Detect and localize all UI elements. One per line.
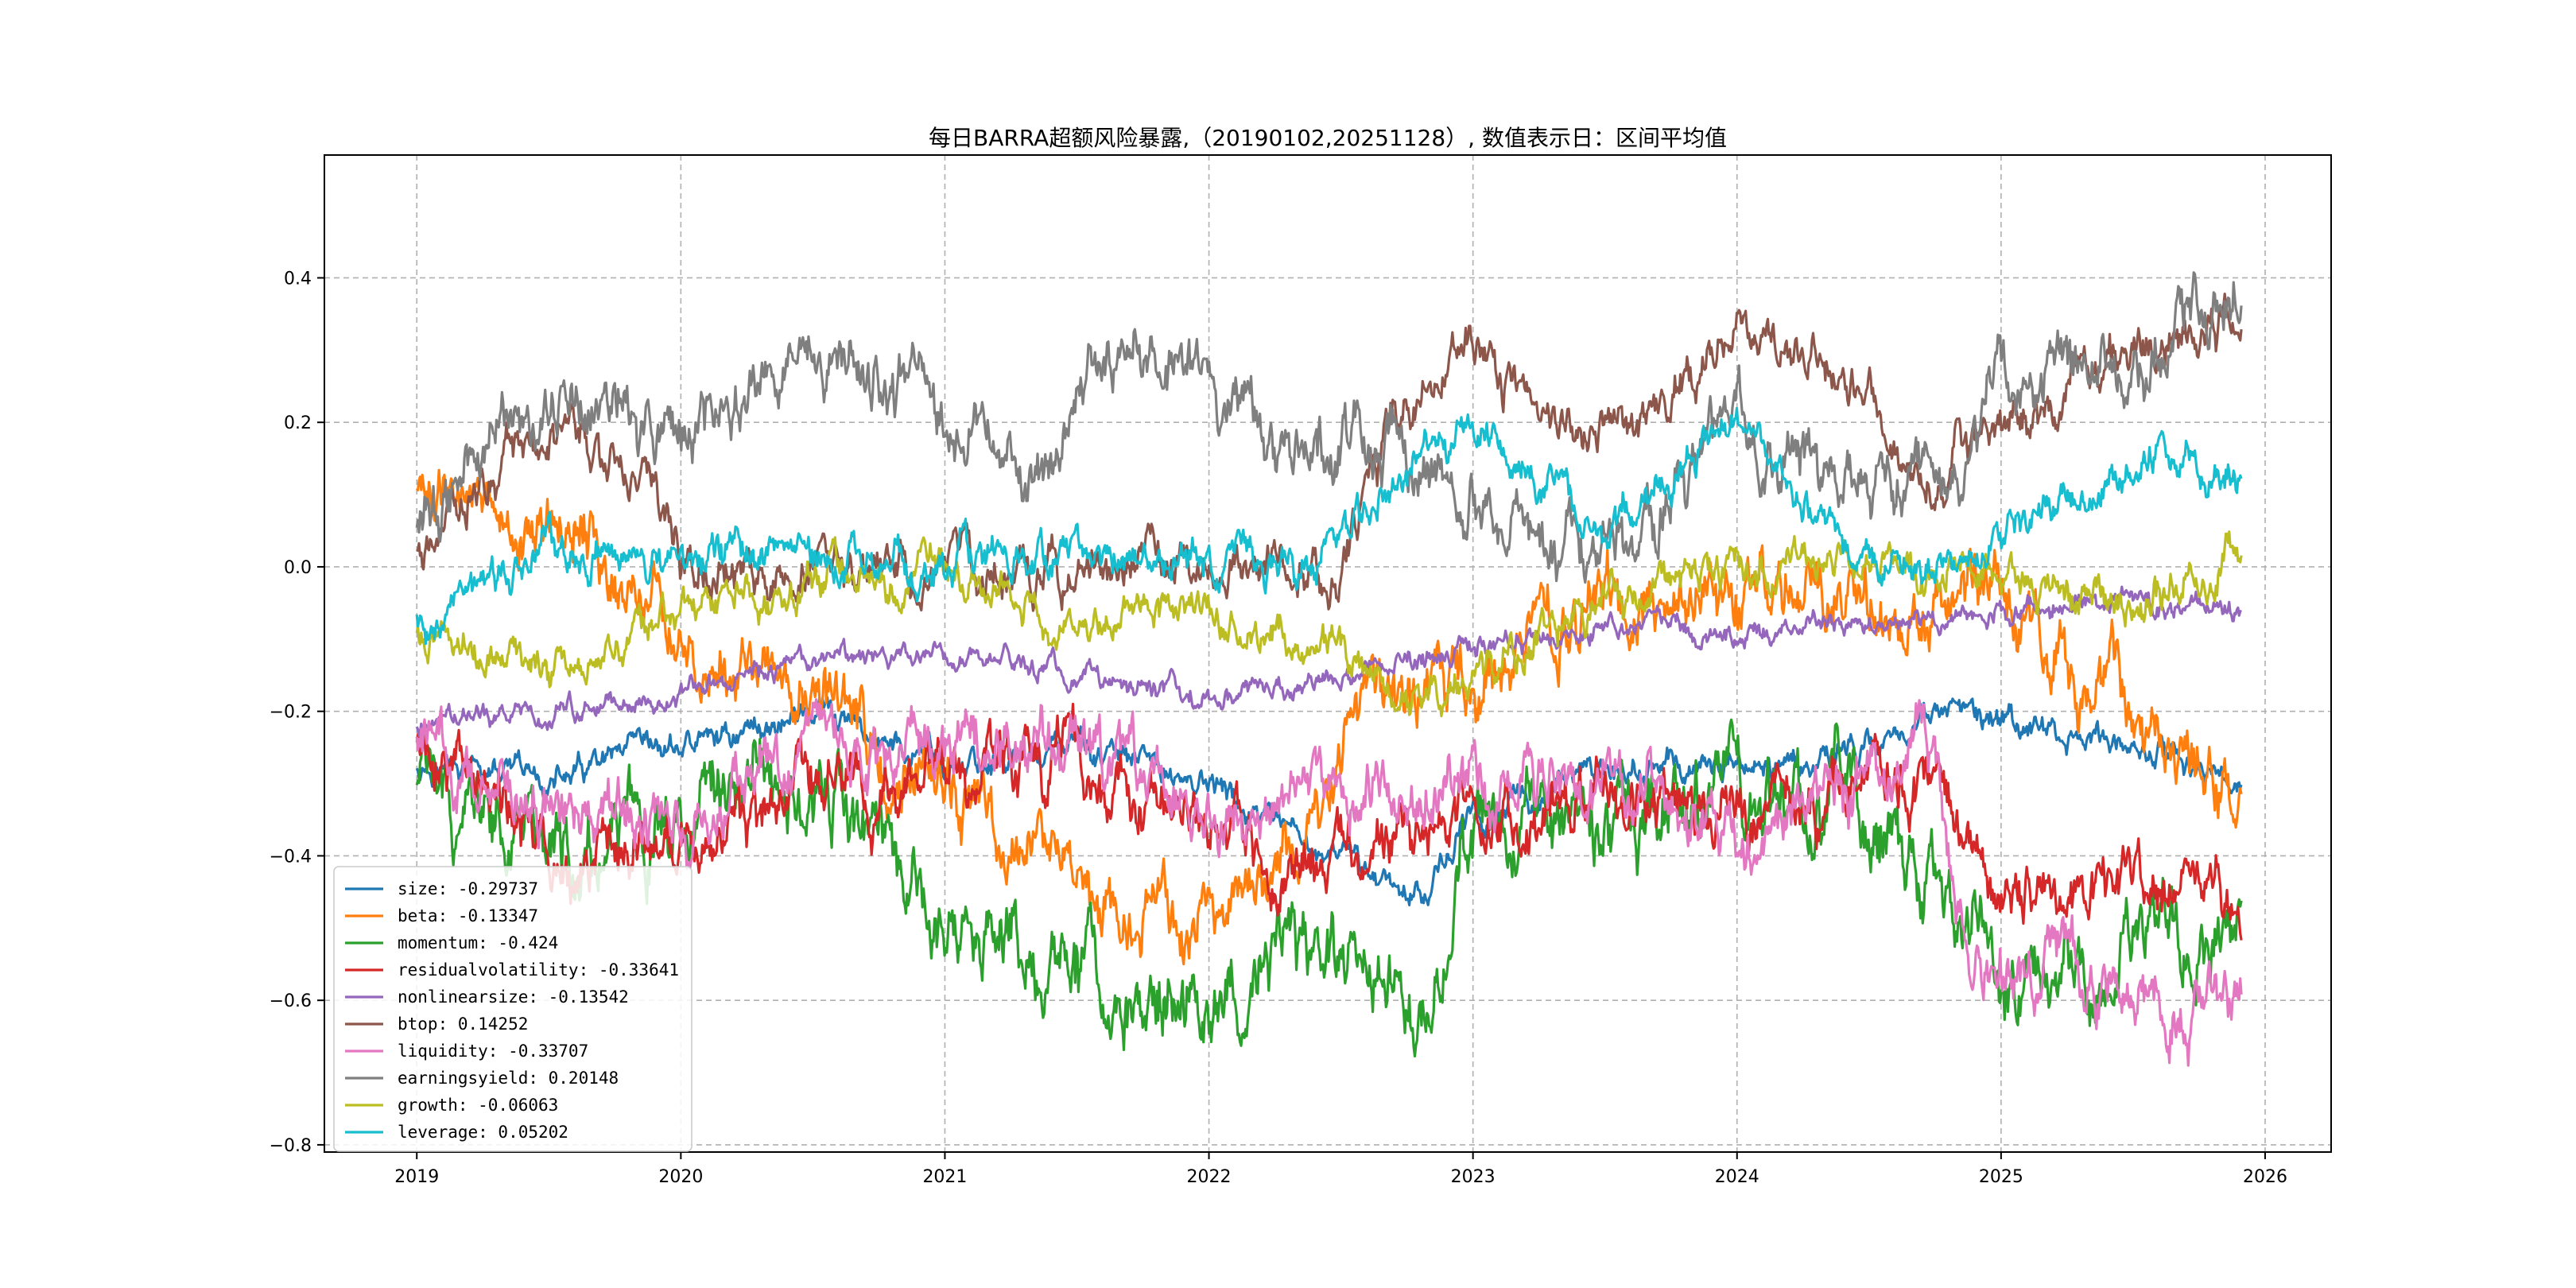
y-tick-label: −0.6	[270, 991, 312, 1011]
x-tick-label: 2024	[1715, 1167, 1759, 1187]
y-tick-label: −0.4	[270, 847, 312, 867]
x-tick-label: 2022	[1187, 1167, 1232, 1187]
series-line-beta	[415, 468, 2243, 966]
series-line-momentum	[415, 718, 2243, 1058]
series-line-nonlinearsize	[415, 585, 2243, 737]
x-tick-label: 2025	[1979, 1167, 2023, 1187]
plot-frame	[324, 154, 2332, 1153]
x-tick-label: 2019	[394, 1167, 439, 1187]
y-tick-label: 0.4	[284, 269, 312, 289]
series-line-growth	[415, 530, 2243, 718]
series-line-btop	[416, 293, 2243, 612]
legend-label-nonlinearsize: nonlinearsize: -0.13542	[398, 987, 629, 1007]
legend-label-beta: beta: -0.13347	[398, 906, 538, 925]
chart-title: 每日BARRA超额风险暴露,（20190102,20251128）, 数值表示日…	[929, 125, 1727, 151]
legend-label-earningsyield: earningsyield: 0.20148	[398, 1069, 619, 1088]
legend-box	[333, 866, 692, 1152]
legend-label-liquidity: liquidity: -0.33707	[398, 1042, 588, 1061]
y-tick-label: −0.8	[270, 1136, 312, 1156]
legend-label-momentum: momentum: -0.424	[398, 933, 558, 952]
legend-label-size: size: -0.29737	[398, 879, 538, 898]
legend-label-btop: btop: 0.14252	[398, 1014, 528, 1034]
series-line-earningsyield	[415, 271, 2243, 584]
y-tick-label: 0.0	[284, 558, 312, 578]
series-lines	[415, 271, 2243, 1067]
y-tick-label: 0.2	[284, 413, 312, 433]
x-tick-label: 2026	[2243, 1167, 2287, 1187]
legend: size: -0.29737 beta: -0.13347 momentum: -0…	[333, 866, 692, 1152]
x-tick-label: 2021	[922, 1167, 967, 1187]
legend-label-growth: growth: -0.06063	[398, 1096, 558, 1115]
legend-label-leverage: leverage: 0.05202	[398, 1123, 568, 1142]
x-tick-label: 2020	[658, 1167, 703, 1187]
y-tick-label: −0.2	[270, 703, 312, 723]
legend-label-residualvolatility: residualvolatility: -0.33641	[398, 960, 679, 980]
series-line-liquidity	[415, 698, 2243, 1067]
axis-ticks: 2019 2020 2021 2022 2023 2024 2025 2026 −0.8 −0.6…	[270, 269, 2287, 1187]
x-tick-label: 2023	[1451, 1167, 1496, 1187]
series-line-leverage	[415, 406, 2243, 646]
